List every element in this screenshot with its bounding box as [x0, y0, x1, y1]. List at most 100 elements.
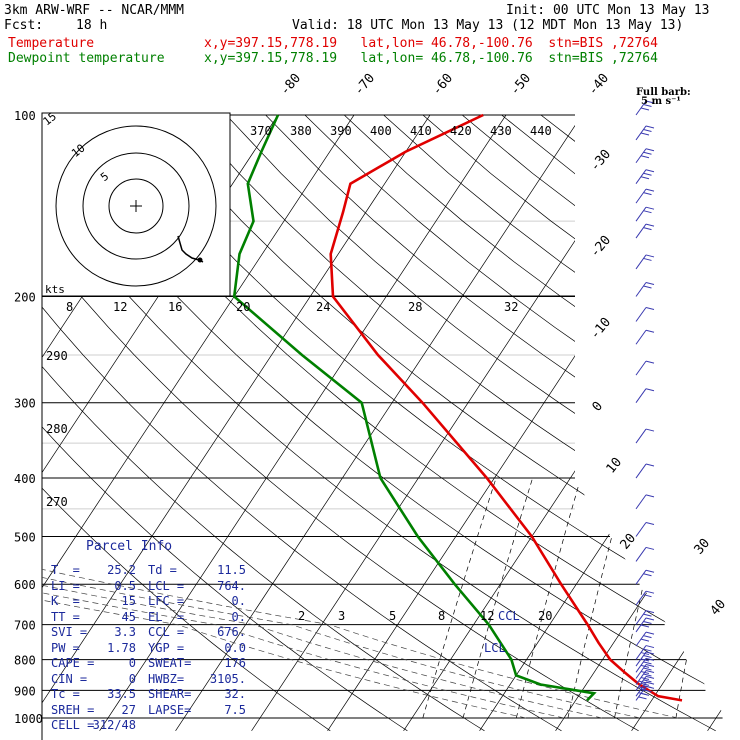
- parcel-key: PW =: [51, 640, 80, 655]
- dry-adiabat-line: [42, 115, 408, 732]
- isotherm-line: [403, 115, 740, 731]
- isotherm-label: -60: [430, 71, 457, 99]
- mixing-ratio-label: 2: [298, 609, 305, 623]
- dry-adiabat-line: [343, 115, 740, 732]
- theta-label: 400: [370, 124, 392, 138]
- wind-barb: [635, 100, 655, 116]
- wind-barb: [635, 521, 655, 537]
- wind-barb: [635, 388, 655, 403]
- lcl-label: LCL: [484, 641, 506, 655]
- theta-low-label: 290: [46, 349, 68, 363]
- dry-adiabat-line: [68, 115, 740, 732]
- mixing-ratio-label: 3: [338, 609, 345, 623]
- isotherm-line: [555, 115, 740, 731]
- dry-adiabat-line: [422, 115, 740, 732]
- wind-barb: [635, 282, 655, 297]
- parcel-key: K =: [51, 594, 80, 608]
- dry-adiabat-line: [265, 115, 740, 732]
- theta-low-label: 270: [46, 495, 68, 509]
- isotherm-label: 30: [692, 536, 714, 558]
- isotherm-line: [42, 115, 355, 731]
- parcel-key: CAPE =: [51, 656, 95, 670]
- wind-barb: [635, 148, 655, 164]
- parcel-key: LAPSE=: [148, 702, 192, 717]
- parcel-key: SREH =: [51, 702, 95, 717]
- model-title: 3km ARW-WRF -- NCAR/MMM: [4, 3, 185, 18]
- parcel-value: 33.5: [107, 687, 136, 701]
- wind-barb: [635, 329, 655, 345]
- wind-barb-column: [635, 100, 655, 701]
- mixing-ratio-line: [422, 477, 497, 719]
- isotherm-line: [99, 115, 507, 731]
- hodograph-ring-label-10: 10: [69, 142, 87, 160]
- diagram-grid: [41, 114, 740, 740]
- mixing-ratio-label: 5: [389, 609, 396, 623]
- wind-barb: [635, 306, 655, 322]
- wind-barb: [635, 631, 655, 647]
- parcel-key: TT =: [51, 609, 80, 624]
- isotherm-line: [175, 115, 583, 731]
- isobar-label: 600: [14, 578, 36, 592]
- hodograph-speed-label: 24: [316, 300, 330, 314]
- dry-adiabat-line: [304, 115, 740, 732]
- wind-barb: [635, 681, 655, 697]
- parcel-key: CCL =: [148, 625, 185, 639]
- wind-barb: [635, 463, 655, 479]
- dry-adiabat-line: [42, 115, 331, 732]
- moist-adiabat-line: [42, 402, 565, 719]
- isotherm-label: -30: [588, 147, 615, 175]
- wind-barb: [635, 590, 655, 606]
- theta-label: 380: [290, 124, 312, 138]
- isotherm-label: -80: [278, 71, 305, 99]
- parcel-key: LCL =: [148, 578, 185, 593]
- isobar-label: 800: [14, 654, 36, 668]
- hodograph-speed-label: 8: [66, 300, 73, 314]
- wind-barb: [635, 360, 655, 376]
- parcel-key: CIN =: [51, 671, 88, 686]
- dry-adiabat-line: [42, 115, 485, 732]
- dewpoint-legend: Dewpoint temperature: [8, 51, 165, 66]
- isotherm-label: 10: [604, 455, 626, 477]
- parcel-value: 0: [128, 656, 136, 670]
- hodograph-ring-middle: [82, 152, 190, 260]
- parcel-value: 11.5: [217, 563, 246, 577]
- temperature-legend: Temperature: [8, 36, 95, 51]
- parcel-value: 0.: [231, 594, 246, 608]
- forecast-hour: 18 h: [76, 18, 108, 33]
- barb-legend-line1: Full barb:: [636, 87, 691, 98]
- parcel-value: 15: [121, 594, 136, 608]
- wind-barb: [635, 610, 655, 625]
- parcel-value: 45: [121, 609, 136, 624]
- dry-adiabat-line: [42, 115, 562, 732]
- wind-barb: [635, 657, 655, 673]
- dry-adiabat-line: [619, 115, 740, 732]
- hodograph-center-icon: [130, 200, 142, 212]
- parcel-value: 0.: [231, 609, 246, 624]
- isobar-label: 700: [14, 619, 36, 633]
- hodograph-speed-label: 12: [113, 300, 127, 314]
- wind-barb: [635, 664, 655, 679]
- isobar-label: 900: [14, 684, 36, 698]
- hodograph-storm-dot: [197, 257, 203, 263]
- mixing-ratio-line: [462, 477, 533, 719]
- hodograph-ring-inner: [108, 178, 164, 234]
- hodograph-ring-label-15: 15: [41, 110, 59, 128]
- parcel-value: 3105.: [209, 671, 246, 686]
- parcel-key: YGP =: [148, 640, 185, 655]
- parcel-value: 1.78: [107, 640, 136, 655]
- parcel-key: SWEAT=: [148, 656, 192, 670]
- dry-adiabat-line: [383, 115, 740, 732]
- isotherm-line: [327, 115, 735, 731]
- dry-adiabat-line: [461, 115, 740, 732]
- hodograph: 15 10 5 kts: [41, 110, 231, 297]
- hodograph-speed-label: 32: [504, 300, 518, 314]
- hodograph-speed-label: 16: [168, 300, 182, 314]
- isotherm-line: [479, 115, 740, 731]
- mixing-ratio-label: 20: [538, 609, 552, 623]
- wind-barb: [635, 651, 655, 667]
- parcel-value: 0: [128, 671, 136, 686]
- wind-barb: [635, 223, 655, 239]
- parcel-key: LFC =: [148, 594, 185, 608]
- dry-adiabat-line: [225, 115, 740, 732]
